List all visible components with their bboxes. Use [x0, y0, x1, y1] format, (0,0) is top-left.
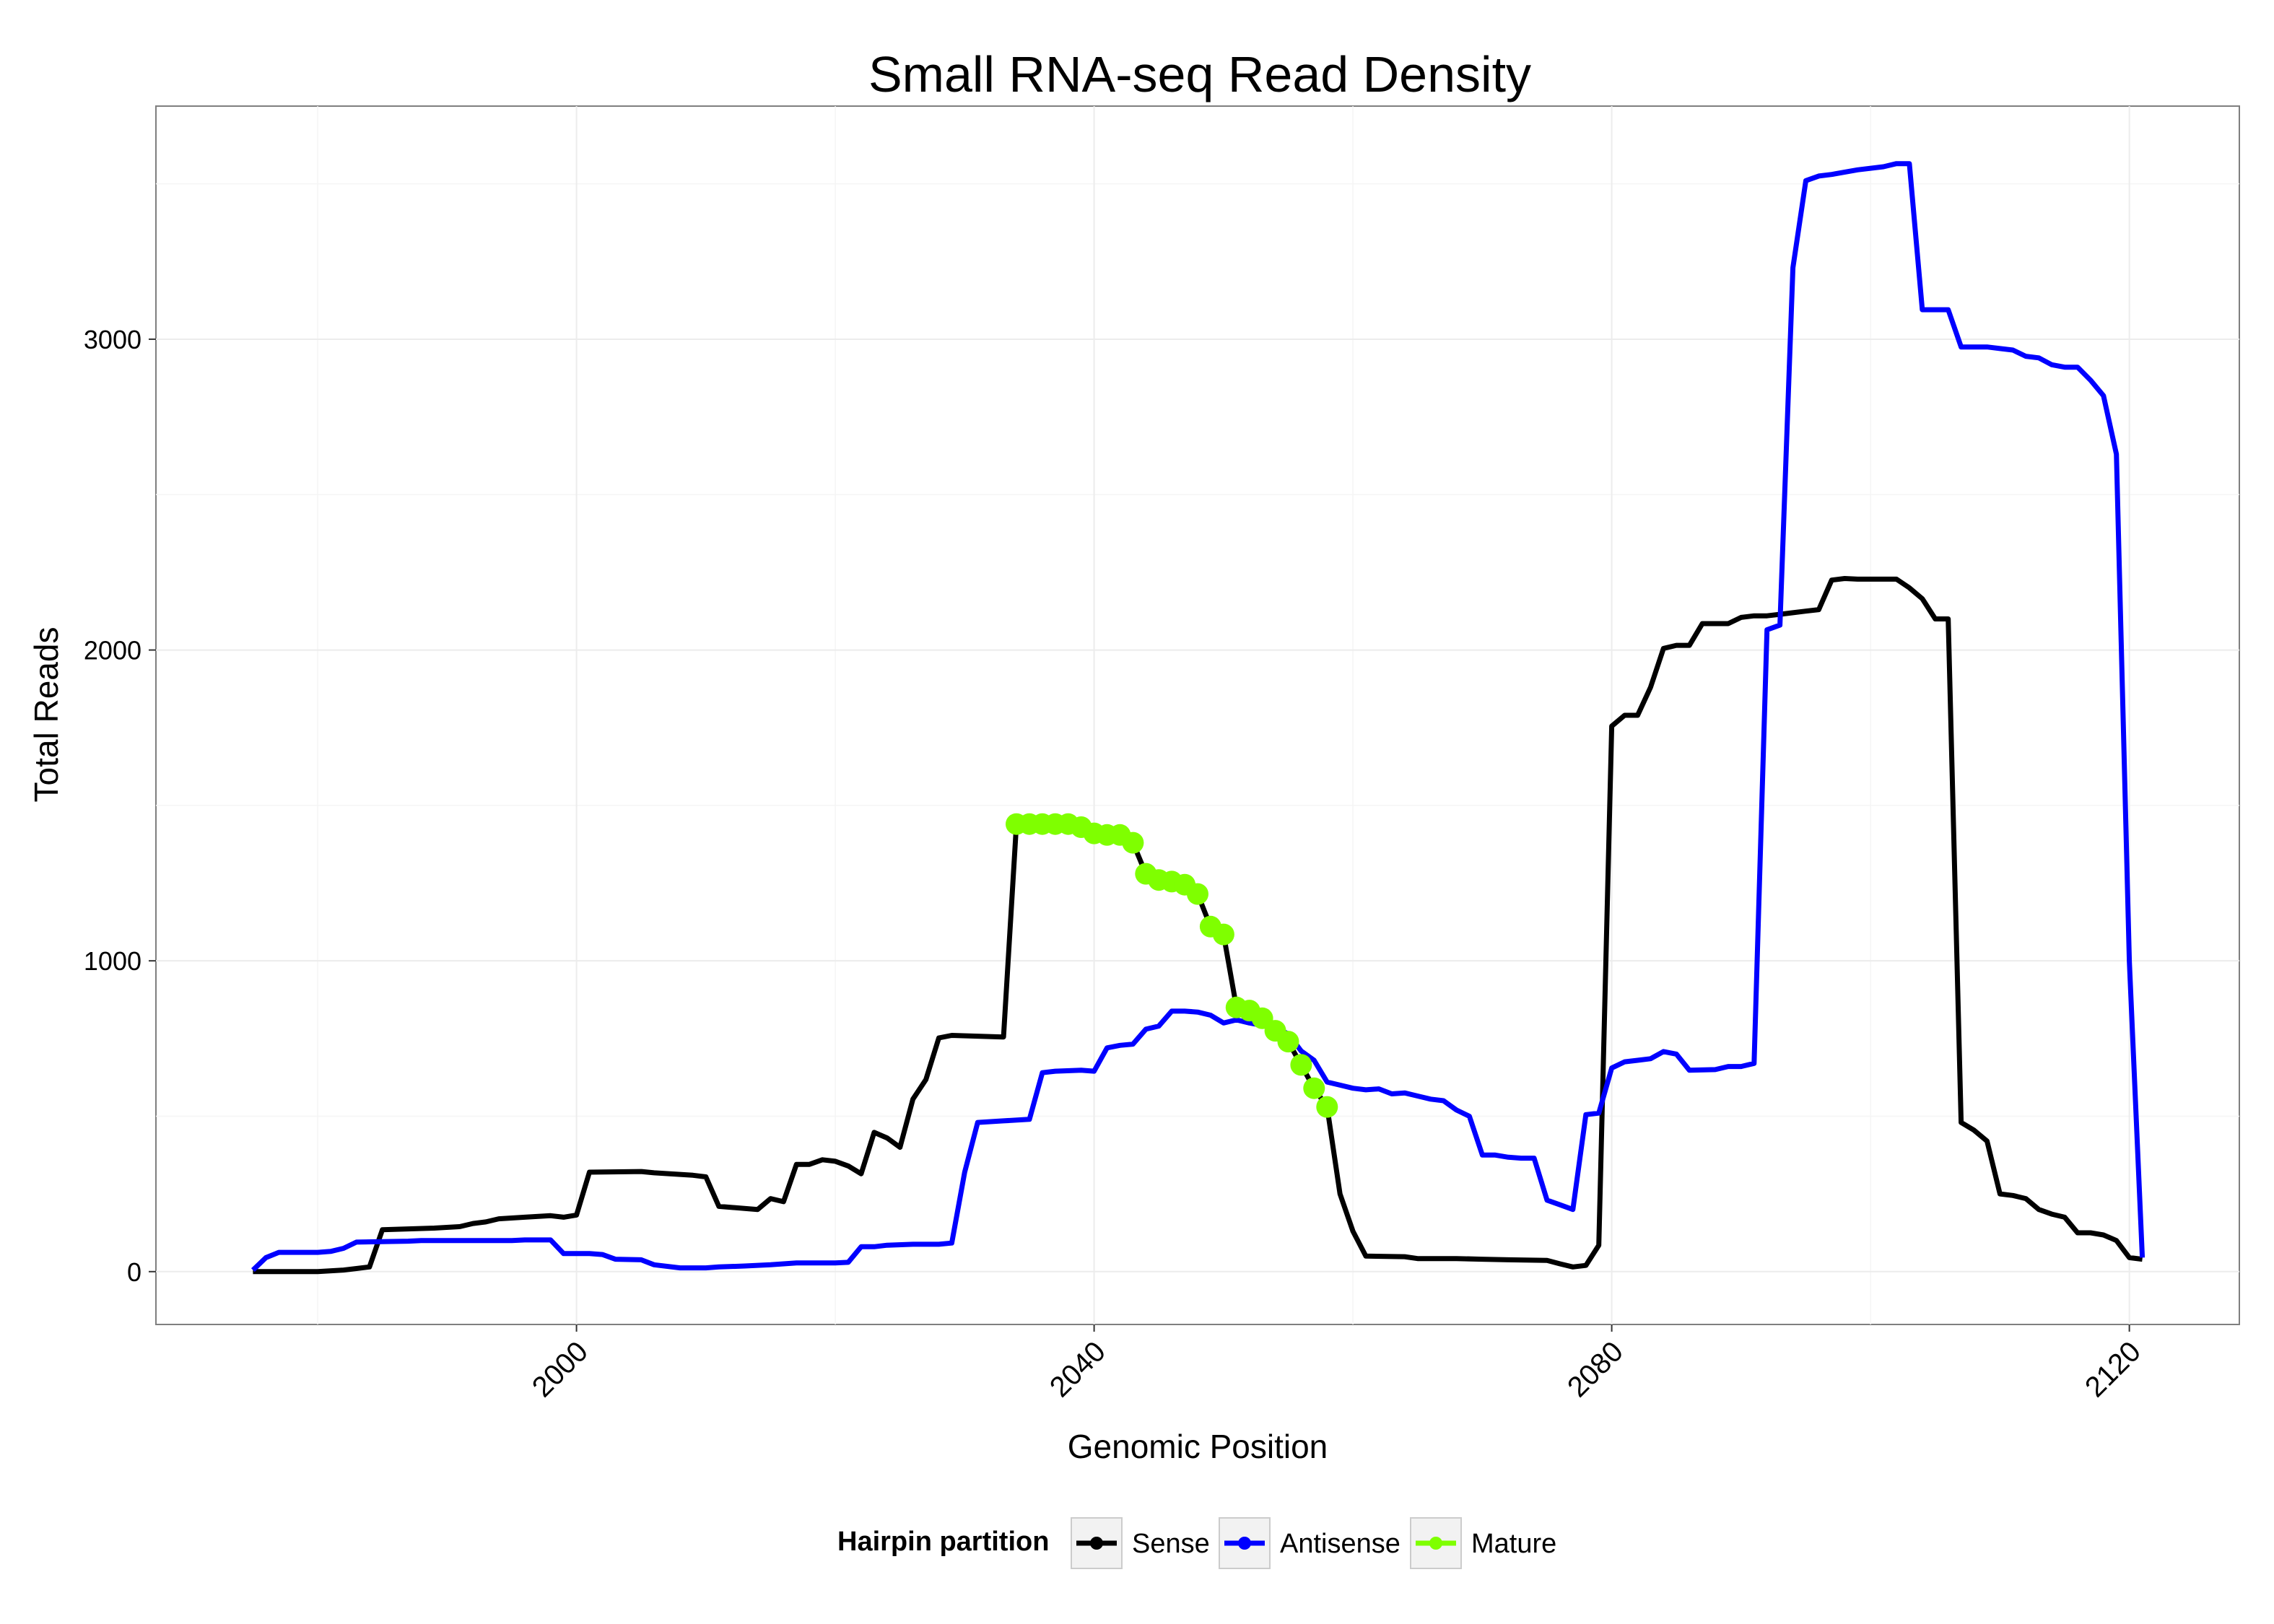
legend-key-point: [1238, 1537, 1251, 1550]
plot-panel: [155, 105, 2240, 1325]
x-tick-label: 2120: [2079, 1335, 2147, 1403]
chart-title: Small RNA-seq Read Density: [868, 46, 1531, 102]
grid-minor: [156, 106, 2239, 1324]
mature-point: [1277, 1031, 1299, 1053]
legend-key-point: [1429, 1537, 1442, 1550]
y-tick-label: 1000: [84, 946, 141, 976]
mature-point: [1303, 1077, 1325, 1099]
mature-point: [1122, 831, 1144, 854]
y-tick-label: 3000: [84, 325, 141, 354]
mature-point: [1290, 1054, 1312, 1076]
mature-point: [1187, 883, 1208, 905]
y-axis: 0 1000 2000 3000: [84, 325, 156, 1287]
legend-title: Hairpin partition: [837, 1527, 1049, 1557]
series-line-antisense: [251, 161, 2146, 1272]
legend-label-mature: Mature: [1471, 1529, 1556, 1559]
x-tick-label: 2080: [1561, 1335, 1629, 1403]
y-axis-title: Total Reads: [27, 627, 65, 803]
x-tick-label: 2040: [1044, 1335, 1112, 1403]
grid-major: [156, 106, 2239, 1324]
legend: Hairpin partition Sense Antisense Mature: [837, 1517, 1556, 1569]
y-tick-label: 2000: [84, 636, 141, 665]
mature-point: [1212, 923, 1234, 946]
legend-key-point: [1090, 1537, 1103, 1550]
x-axis: 2000 2040 2080 2120: [526, 1324, 2147, 1403]
y-tick-label: 0: [127, 1257, 141, 1287]
x-axis-title: Genomic Position: [1068, 1428, 1328, 1465]
legend-label-sense: Sense: [1132, 1529, 1210, 1559]
x-tick-label: 2000: [526, 1335, 594, 1403]
series-layer: [251, 161, 2146, 1275]
mature-point: [1316, 1096, 1338, 1118]
legend-label-antisense: Antisense: [1280, 1529, 1400, 1559]
